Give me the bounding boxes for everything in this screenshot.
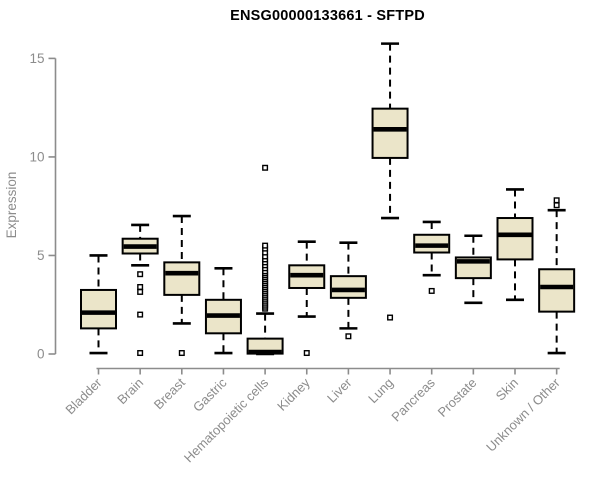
x-tick-label-kidney: Kidney: [274, 375, 313, 414]
boxplot-brain: [121, 223, 159, 357]
y-tick-label: 15: [29, 51, 44, 66]
outlier-point: [137, 283, 144, 290]
x-tick-label-bladder: Bladder: [62, 375, 105, 418]
y-tick-label: 0: [37, 347, 45, 362]
y-tick-label: 5: [37, 248, 45, 263]
outlier-point: [137, 288, 144, 295]
x-tick-label-pancreas: Pancreas: [388, 375, 438, 425]
x-tick-label-prostate: Prostate: [435, 375, 480, 420]
outlier-point: [553, 197, 560, 204]
boxplot-unknown-other: [538, 197, 576, 355]
iqr-box: [371, 107, 409, 159]
x-tick-label-brain: Brain: [114, 375, 146, 407]
iqr-box: [329, 275, 367, 299]
boxplot-liver: [329, 241, 367, 340]
iqr-box: [163, 261, 201, 296]
outlier-point: [178, 350, 185, 357]
y-axis: 0 5 10 15: [29, 51, 57, 362]
boxplot-prostate: [454, 234, 492, 305]
chart-title: ENSG00000133661 - SFTPD: [230, 8, 425, 24]
x-tick-label-unknown-other: Unknown / Other: [483, 375, 563, 455]
boxplot-lung: [371, 42, 409, 321]
iqr-box: [538, 268, 576, 313]
outlier-point: [137, 350, 144, 357]
x-tick-label-skin: Skin: [493, 375, 521, 403]
boxplot-hematopoietic-cells: [246, 164, 284, 356]
outlier-point: [553, 202, 560, 209]
outlier-point: [137, 271, 144, 278]
x-tick-label-liver: Liver: [324, 375, 355, 406]
outlier-point: [303, 350, 310, 357]
boxplot-pancreas: [413, 220, 451, 294]
outlier-point: [345, 333, 352, 340]
boxplot-breast: [163, 214, 201, 357]
boxplot-kidney: [288, 240, 326, 357]
boxplot-skin: [496, 188, 534, 302]
x-tick-label-breast: Breast: [151, 375, 188, 412]
iqr-box: [496, 217, 534, 261]
boxplot-gastric: [204, 266, 242, 355]
outlier-point: [262, 242, 269, 249]
x-tick-label-lung: Lung: [365, 375, 396, 406]
outlier-point: [262, 164, 269, 171]
outlier-point: [137, 311, 144, 318]
outlier-point: [428, 287, 435, 294]
iqr-box: [80, 288, 117, 330]
y-tick-label: 10: [29, 149, 44, 164]
outlier-point: [387, 314, 394, 321]
boxplot-bladder: [80, 254, 117, 355]
x-tick-label-gastric: Gastric: [190, 375, 230, 415]
